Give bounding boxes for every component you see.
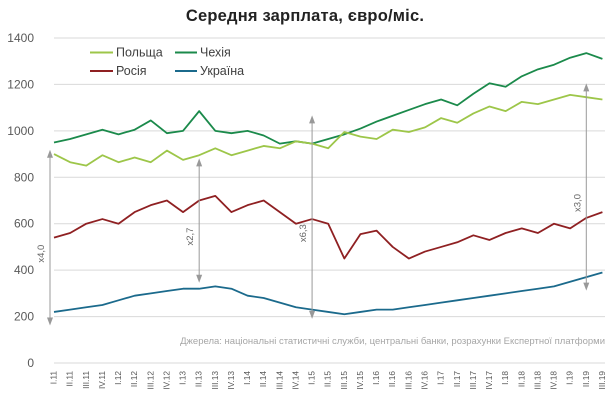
svg-text:х4,0: х4,0 — [36, 245, 47, 263]
svg-text:Джерела: національні статисти: Джерела: національні статистичні служби,… — [180, 336, 605, 347]
svg-text:II.14: II.14 — [258, 371, 268, 388]
svg-text:I.16: I.16 — [371, 371, 381, 385]
svg-text:II.16: II.16 — [387, 371, 397, 388]
svg-text:х2,7: х2,7 — [185, 228, 196, 246]
svg-text:III.19: III.19 — [597, 371, 607, 390]
svg-text:400: 400 — [14, 263, 34, 277]
svg-text:I.17: I.17 — [436, 371, 446, 385]
svg-text:III.18: III.18 — [532, 371, 542, 390]
svg-text:Україна: Україна — [200, 64, 244, 78]
svg-text:III.13: III.13 — [210, 371, 220, 390]
svg-text:IV.14: IV.14 — [290, 371, 300, 390]
svg-text:Росія: Росія — [116, 64, 147, 78]
svg-text:I.19: I.19 — [565, 371, 575, 385]
svg-text:х6,3: х6,3 — [298, 224, 309, 242]
svg-text:II.18: II.18 — [516, 371, 526, 388]
svg-text:I.12: I.12 — [113, 371, 123, 385]
svg-text:III.15: III.15 — [339, 371, 349, 390]
svg-text:II.11: II.11 — [65, 371, 75, 387]
svg-text:200: 200 — [14, 310, 34, 324]
svg-text:I.14: I.14 — [242, 371, 252, 385]
svg-text:600: 600 — [14, 217, 34, 231]
svg-text:1400: 1400 — [7, 31, 34, 45]
svg-text:I.13: I.13 — [178, 371, 188, 385]
svg-text:III.17: III.17 — [468, 371, 478, 390]
svg-text:II.12: II.12 — [129, 371, 139, 388]
svg-text:Польща: Польща — [116, 46, 163, 60]
svg-text:800: 800 — [14, 170, 34, 184]
svg-text:IV.15: IV.15 — [355, 371, 365, 390]
svg-text:х3,0: х3,0 — [572, 194, 583, 212]
svg-text:IV.13: IV.13 — [226, 371, 236, 390]
svg-text:IV.11: IV.11 — [97, 371, 107, 389]
svg-text:I.11: I.11 — [49, 371, 59, 385]
svg-text:IV.17: IV.17 — [484, 371, 494, 390]
svg-text:Чехія: Чехія — [200, 46, 231, 60]
svg-text:I.18: I.18 — [500, 371, 510, 385]
svg-text:III.12: III.12 — [145, 371, 155, 390]
svg-text:IV.16: IV.16 — [419, 371, 429, 390]
svg-text:1000: 1000 — [7, 124, 34, 138]
svg-text:III.14: III.14 — [274, 371, 284, 390]
svg-text:II.13: II.13 — [194, 371, 204, 388]
svg-text:II.15: II.15 — [323, 371, 333, 388]
svg-text:III.11: III.11 — [81, 371, 91, 389]
svg-text:IV.18: IV.18 — [549, 371, 559, 390]
svg-text:III.16: III.16 — [403, 371, 413, 390]
svg-text:II.17: II.17 — [452, 371, 462, 388]
svg-text:II.19: II.19 — [581, 371, 591, 388]
svg-text:I.15: I.15 — [307, 371, 317, 385]
svg-text:1200: 1200 — [7, 77, 34, 91]
svg-text:IV.12: IV.12 — [161, 371, 171, 390]
svg-text:0: 0 — [27, 356, 34, 370]
